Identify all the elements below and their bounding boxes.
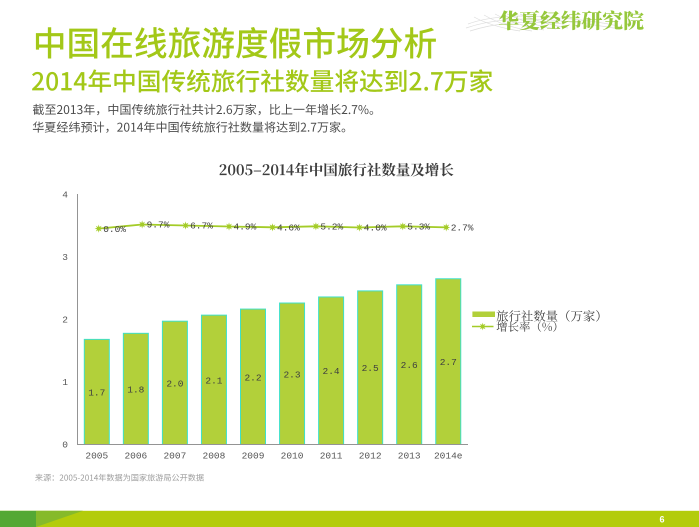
svg-text:2.4: 2.4 <box>323 366 340 377</box>
svg-text:0.0%: 0.0% <box>103 224 126 235</box>
svg-text:2006: 2006 <box>124 450 147 461</box>
svg-text:2.5: 2.5 <box>362 363 379 374</box>
svg-text:2.7: 2.7 <box>440 357 457 368</box>
svg-text:1.7: 1.7 <box>88 387 105 398</box>
svg-text:1: 1 <box>62 377 68 388</box>
svg-text:2009: 2009 <box>242 450 265 461</box>
svg-text:2.1: 2.1 <box>205 375 222 386</box>
svg-text:2.7%: 2.7% <box>451 223 474 234</box>
svg-text:2011: 2011 <box>320 450 343 461</box>
svg-text:9.7%: 9.7% <box>147 220 170 231</box>
svg-text:6.7%: 6.7% <box>190 221 213 232</box>
svg-text:4.0%: 4.0% <box>364 223 387 234</box>
svg-text:2005: 2005 <box>85 450 108 461</box>
svg-text:2: 2 <box>62 315 68 326</box>
svg-text:2013: 2013 <box>398 450 421 461</box>
svg-text:0: 0 <box>62 440 68 451</box>
svg-text:2007: 2007 <box>163 450 186 461</box>
svg-text:2012: 2012 <box>359 450 382 461</box>
svg-text:2.6: 2.6 <box>401 360 418 371</box>
svg-text:4: 4 <box>62 190 68 201</box>
svg-text:1.8: 1.8 <box>127 384 144 395</box>
svg-text:3: 3 <box>62 252 68 263</box>
svg-text:2.3: 2.3 <box>283 369 300 380</box>
svg-text:4.6%: 4.6% <box>277 223 300 234</box>
svg-text:5.2%: 5.2% <box>320 222 343 233</box>
svg-text:2.0: 2.0 <box>166 378 183 389</box>
svg-text:2008: 2008 <box>203 450 226 461</box>
svg-text:4.9%: 4.9% <box>234 222 257 233</box>
svg-text:5.3%: 5.3% <box>407 222 430 233</box>
svg-text:6: 6 <box>659 515 664 525</box>
svg-text:2014e: 2014e <box>434 450 463 461</box>
svg-text:2.2: 2.2 <box>244 372 261 383</box>
svg-text:2010: 2010 <box>281 450 304 461</box>
